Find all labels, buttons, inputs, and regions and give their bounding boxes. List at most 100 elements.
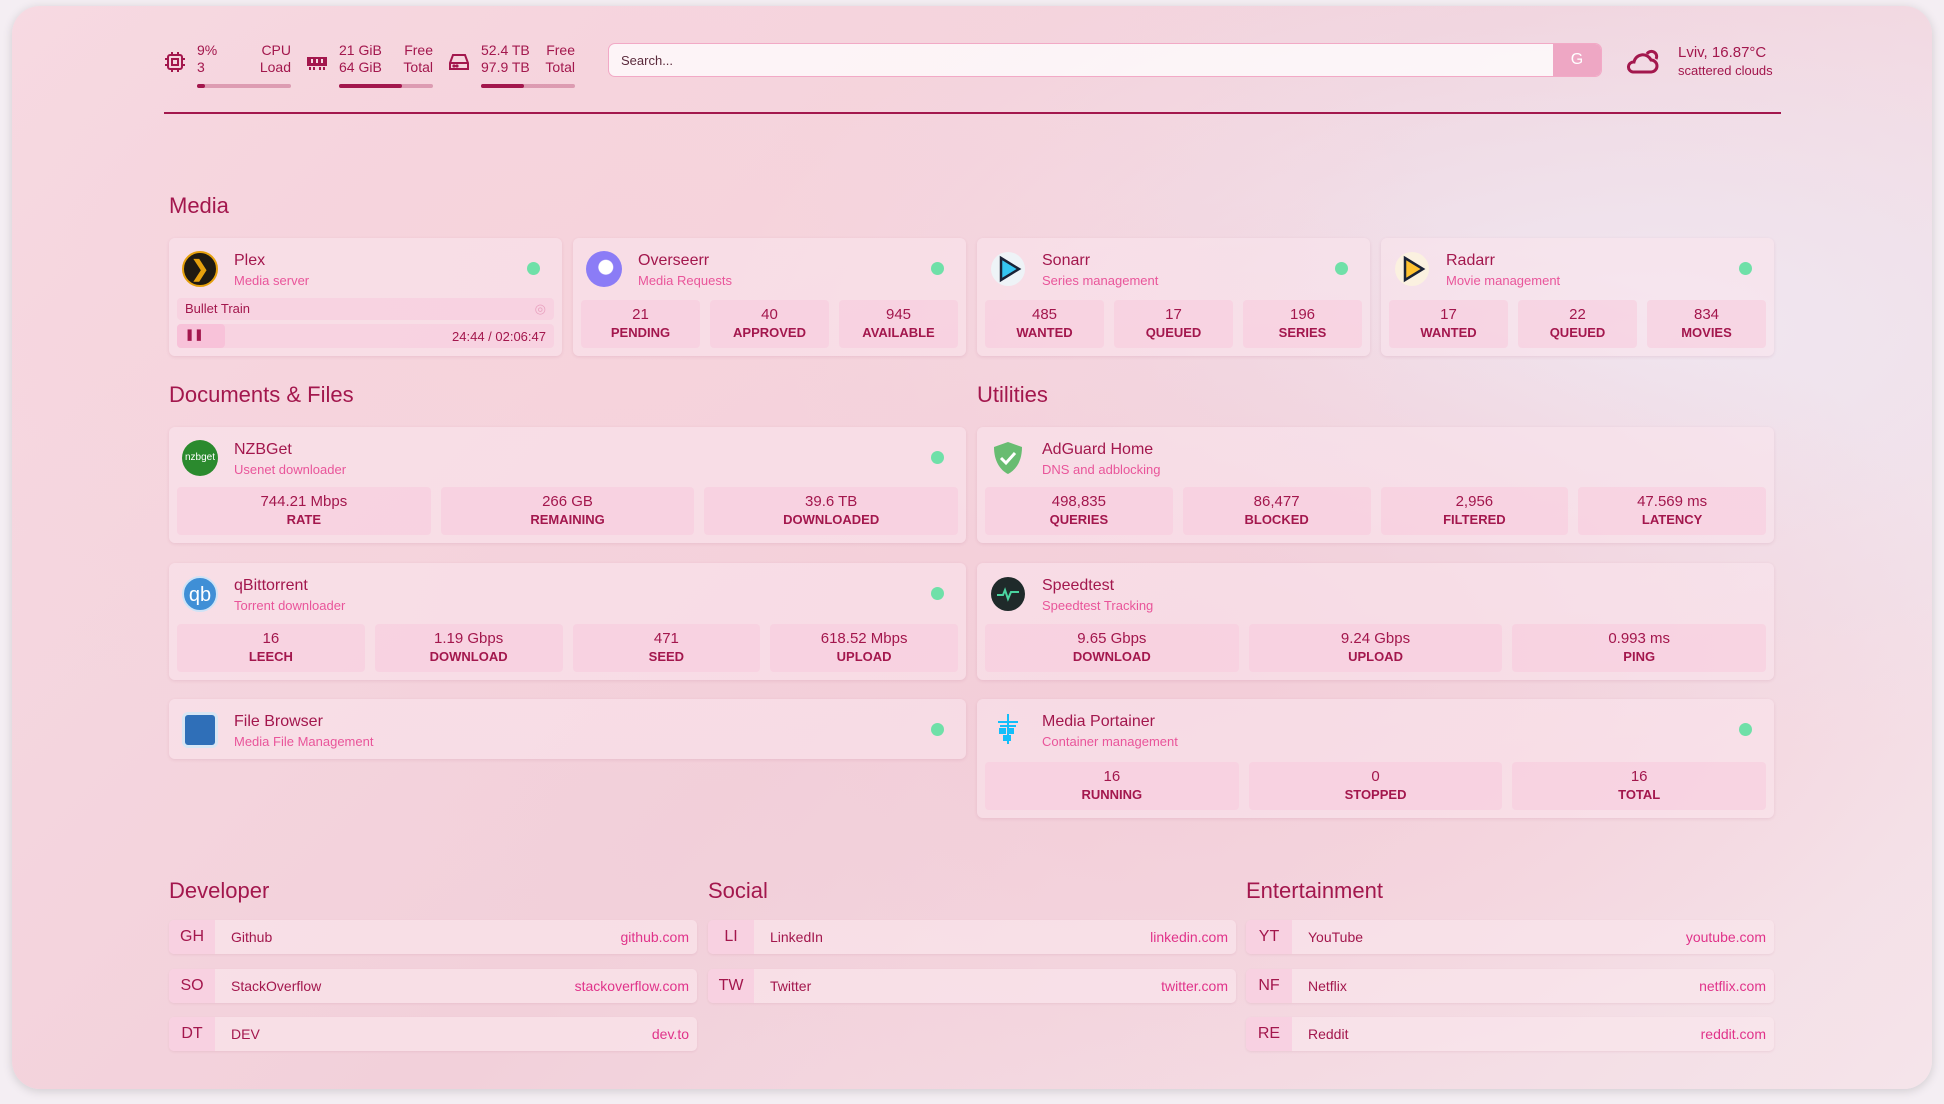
stat-label: DOWNLOAD xyxy=(429,649,508,664)
adguard-title: AdGuard Home xyxy=(1042,441,1154,458)
section-title-social: Social xyxy=(708,878,768,903)
search-provider-button[interactable]: G xyxy=(1553,44,1601,76)
bookmark-dev[interactable]: DT DEV dev.to xyxy=(169,1017,697,1051)
speedtest-card[interactable]: Speedtest Speedtest Tracking 9.65 Gbps DO… xyxy=(977,563,1774,680)
search-box: G xyxy=(608,43,1602,77)
bookmark-abbr: DT xyxy=(169,1017,215,1051)
qbittorrent-card[interactable]: qb qBittorrent Torrent downloader 16 LEEC… xyxy=(169,563,966,680)
bookmark-url: reddit.com xyxy=(1700,1026,1766,1042)
filebrowser-logo-icon xyxy=(182,712,218,748)
stat-block: 471 SEED xyxy=(572,624,761,672)
stat-label: FILTERED xyxy=(1443,512,1506,527)
stat-value: 266 GB xyxy=(542,493,593,510)
stat-block: 39.6 TB DOWNLOADED xyxy=(704,487,959,535)
stat-label: MOVIES xyxy=(1681,325,1732,340)
bookmark-name: LinkedIn xyxy=(770,929,823,945)
sonarr-subtitle: Series management xyxy=(1042,273,1159,288)
radarr-title: Radarr xyxy=(1446,252,1495,269)
stat-value: 2,956 xyxy=(1455,493,1494,510)
bookmark-twitter[interactable]: TW Twitter twitter.com xyxy=(708,968,1236,1003)
bookmark-name: StackOverflow xyxy=(231,977,322,994)
speedtest-subtitle: Speedtest Tracking xyxy=(1042,598,1154,613)
bookmark-url: linkedin.com xyxy=(1150,929,1228,945)
portainer-subtitle: Container management xyxy=(1042,734,1178,749)
stat-block: 47.569 ms LATENCY xyxy=(1578,487,1766,535)
plex-card[interactable]: ❯ Plex Media server Bullet Train ◎ ❚❚ 24:… xyxy=(169,238,562,356)
weather-widget[interactable]: Lviv, 16.87°C scattered clouds xyxy=(1678,44,1773,80)
nzbget-card[interactable]: nzbget NZBGet Usenet downloader 744.21 M… xyxy=(169,427,966,543)
sonarr-stats: 485 WANTED 17 QUEUED 196 SERIES xyxy=(985,300,1362,348)
stat-block: 40 APPROVED xyxy=(710,300,829,348)
search-input[interactable] xyxy=(609,44,1553,76)
bookmark-name: Reddit xyxy=(1308,1026,1349,1042)
stat-block: 834 MOVIES xyxy=(1647,300,1766,348)
bookmark-url: netflix.com xyxy=(1699,977,1766,994)
section-title-utilities: Utilities xyxy=(977,382,1048,407)
weather-location: Lviv, 16.87°C xyxy=(1678,44,1767,61)
adguard-stats: 498,835 QUERIES 86,477 BLOCKED 2,956 FILTERED… xyxy=(985,487,1766,535)
nzbget-title: NZBGet xyxy=(234,441,292,458)
bookmark-netflix[interactable]: NF Netflix netflix.com xyxy=(1246,968,1774,1003)
stat-value: 86,477 xyxy=(1253,493,1300,510)
memory-free-label: Free xyxy=(404,42,433,58)
bookmark-stackoverflow[interactable]: SO StackOverflow stackoverflow.com xyxy=(169,968,697,1003)
stat-block: 21 PENDING xyxy=(581,300,700,348)
now-playing: Bullet Train ◎ xyxy=(177,298,554,320)
stat-block: 266 GB REMAINING xyxy=(440,487,695,535)
stat-value: 0 xyxy=(1371,768,1380,785)
stat-block: 498,835 QUERIES xyxy=(985,487,1173,535)
radarr-logo-icon xyxy=(1395,252,1429,286)
nzbget-stats: 744.21 Mbps RATE 266 GB REMAINING 39.6 TB DOW… xyxy=(177,487,959,535)
weather-description: scattered clouds xyxy=(1678,63,1773,78)
stat-label: SERIES xyxy=(1278,325,1327,340)
memory-widget: 21 GiB Free 64 GiB Total xyxy=(305,42,433,88)
stat-value: 9.24 Gbps xyxy=(1340,630,1411,647)
bookmark-youtube[interactable]: YT YouTube youtube.com xyxy=(1246,920,1774,954)
stat-value: 498,835 xyxy=(1051,493,1106,510)
cpu-load-label: Load xyxy=(259,59,291,75)
portainer-logo-icon xyxy=(998,714,1018,744)
stat-block: 17 QUEUED xyxy=(1114,300,1233,348)
disk-total: 97.9 TB xyxy=(481,59,530,75)
bookmark-url: github.com xyxy=(620,929,689,945)
plex-logo-icon: ❯ xyxy=(182,251,218,287)
radarr-card[interactable]: Radarr Movie management 17 WANTED 22 QUEUED… xyxy=(1381,238,1774,356)
stat-label: RATE xyxy=(286,512,322,527)
stat-block: 16 TOTAL xyxy=(1512,762,1767,810)
dashboard xyxy=(12,6,1932,1089)
stat-block: 16 LEECH xyxy=(177,624,365,672)
qbittorrent-subtitle: Torrent downloader xyxy=(234,598,346,613)
stream-icon: ◎ xyxy=(534,301,546,316)
stat-label: QUEUED xyxy=(1145,325,1202,340)
stat-value: 196 xyxy=(1289,306,1316,323)
section-title-media: Media xyxy=(169,193,229,218)
bookmark-reddit[interactable]: RE Reddit reddit.com xyxy=(1246,1017,1774,1051)
stat-value: 21 xyxy=(632,306,649,323)
overseerr-stats: 21 PENDING 40 APPROVED 945 AVAILABLE xyxy=(581,300,958,348)
adguard-card[interactable]: AdGuard Home DNS and adblocking 498,835 Q… xyxy=(977,427,1774,543)
bookmark-abbr: GH xyxy=(169,920,215,954)
status-dot xyxy=(527,262,540,275)
portainer-title: Media Portainer xyxy=(1042,713,1155,730)
stat-label: TOTAL xyxy=(1618,787,1661,802)
portainer-card[interactable]: Media Portainer Container management 16 R… xyxy=(977,699,1774,818)
nzbget-subtitle: Usenet downloader xyxy=(234,462,347,477)
sonarr-card[interactable]: Sonarr Series management 485 WANTED 17 QUEU… xyxy=(977,238,1370,356)
section-title-entertainment: Entertainment xyxy=(1246,878,1383,903)
cpu-cores: 3 xyxy=(197,59,205,75)
pause-icon[interactable]: ❚❚ xyxy=(177,324,225,348)
stat-block: 17 WANTED xyxy=(1389,300,1508,348)
stat-label: WANTED xyxy=(1420,325,1477,340)
overseerr-card[interactable]: Overseerr Media Requests 21 PENDING 40 APPR… xyxy=(573,238,966,356)
bookmark-github[interactable]: GH Github github.com xyxy=(169,920,697,954)
overseerr-title: Overseerr xyxy=(638,252,710,269)
filebrowser-title: File Browser xyxy=(234,713,323,730)
playback-bar: ❚❚ 24:44 / 02:06:47 xyxy=(177,324,554,348)
stat-block: 744.21 Mbps RATE xyxy=(177,487,431,535)
plex-title: Plex xyxy=(234,252,266,269)
memory-free: 21 GiB xyxy=(339,42,382,58)
stat-value: 16 xyxy=(1630,768,1648,785)
bookmark-linkedin[interactable]: LI LinkedIn linkedin.com xyxy=(708,920,1236,954)
filebrowser-card[interactable]: File Browser Media File Management xyxy=(169,699,966,759)
now-playing-title: Bullet Train xyxy=(185,301,251,316)
